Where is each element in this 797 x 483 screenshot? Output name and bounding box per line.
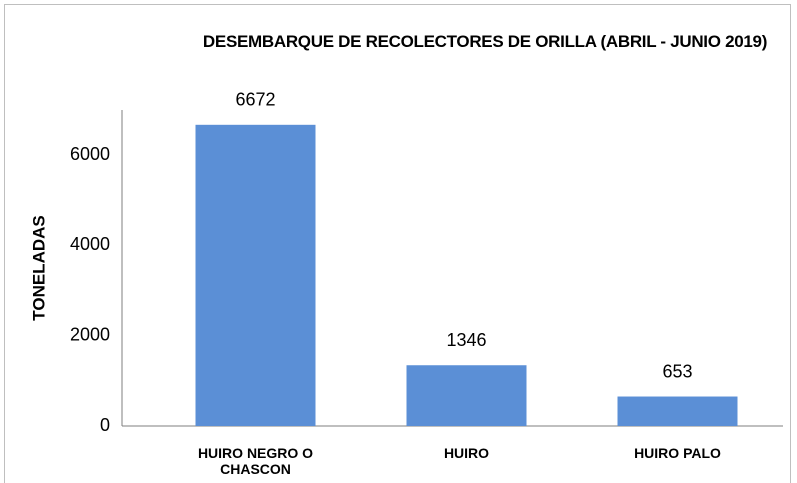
y-tick-label: 4000 [70,234,110,254]
y-axis-label: TONELADAS [29,215,48,320]
chart-border [4,4,791,483]
y-tick-label: 6000 [70,144,110,164]
chart-title: DESEMBARQUE DE RECOLECTORES DE ORILLA (A… [202,32,768,51]
data-label: 6672 [235,90,275,110]
data-label: 653 [662,361,692,381]
y-tick-label: 0 [100,415,110,435]
bar [195,124,316,426]
data-label: 1346 [446,330,486,350]
x-tick-label: HUIRO PALO [634,445,721,461]
bar [406,365,527,426]
x-tick-label: HUIRO NEGRO O CHASCON [197,445,314,477]
x-tick-label: HUIRO [443,445,490,461]
y-tick-label: 2000 [70,324,110,344]
bar [617,396,738,426]
